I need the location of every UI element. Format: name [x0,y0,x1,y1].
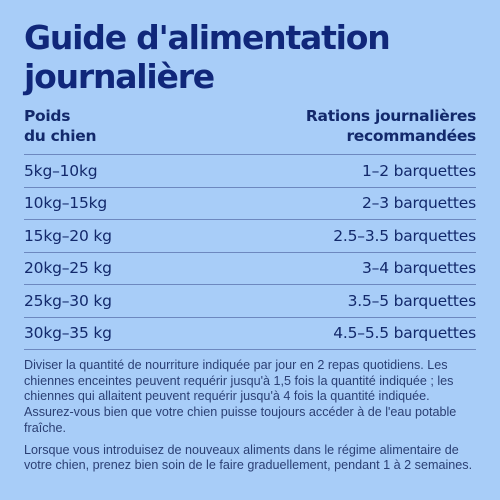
column-header-ration: Rations journalières recommandées [306,106,476,146]
weight-cell: 30kg–35 kg [24,324,112,343]
title-line-1: Guide d'alimentation [24,18,391,57]
weight-cell: 25kg–30 kg [24,291,112,310]
table-row: 25kg–30 kg 3.5–5 barquettes [24,285,476,318]
table-row: 5kg–10kg 1–2 barquettes [24,155,476,188]
title-line-2: journalière [24,57,215,96]
column-header-ration-line-2: recommandées [346,127,476,145]
column-header-weight-line-1: Poids [24,107,71,125]
column-header-weight: Poids du chien [24,106,97,146]
ration-cell: 4.5–5.5 barquettes [333,324,476,343]
table-row: 20kg–25 kg 3–4 barquettes [24,253,476,285]
weight-cell: 10kg–15kg [24,194,108,213]
weight-cell: 5kg–10kg [24,161,98,180]
ration-cell: 1–2 barquettes [361,161,476,180]
feeding-table: 5kg–10kg 1–2 barquettes 10kg–15kg 2–3 ba… [24,154,476,350]
weight-cell: 15kg–20 kg [24,226,112,245]
table-header: Poids du chien Rations journalières reco… [24,106,476,148]
table-row: 10kg–15kg 2–3 barquettes [24,188,476,220]
table-row: 15kg–20 kg 2.5–3.5 barquettes [24,220,476,253]
weight-cell: 20kg–25 kg [24,259,112,278]
ration-cell: 3–4 barquettes [361,259,476,278]
ration-cell: 2.5–3.5 barquettes [333,226,476,245]
table-row: 30kg–35 kg 4.5–5.5 barquettes [24,318,476,350]
note-paragraph: Diviser la quantité de nourriture indiqu… [24,358,457,435]
ration-cell: 2–3 barquettes [361,194,476,213]
column-header-weight-line-2: du chien [24,127,97,145]
note-paragraph: Lorsque vous introduisez de nouveaux ali… [24,442,473,473]
page-title: Guide d'alimentation journalière [24,18,476,96]
ration-cell: 3.5–5 barquettes [347,291,477,310]
feeding-notes: Diviser la quantité de nourriture indiqu… [24,358,476,474]
column-header-ration-line-1: Rations journalières [305,107,476,125]
